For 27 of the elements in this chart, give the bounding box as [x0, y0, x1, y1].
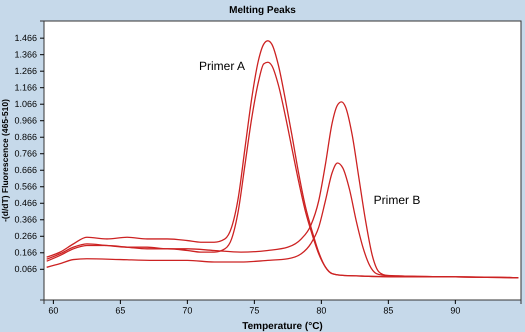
y-tick-label: 0.966 [14, 116, 37, 126]
x-axis-title: Temperature (°C) [242, 321, 323, 332]
x-tick-label: 70 [182, 305, 192, 316]
y-tick-label: 0.166 [14, 248, 37, 258]
y-tick-label: 1.266 [14, 66, 37, 76]
y-tick-label: 0.266 [14, 231, 37, 242]
y-tick-label: 1.166 [14, 82, 37, 93]
y-tick-label: 0.366 [14, 214, 37, 225]
y-tick-label: 0.666 [14, 165, 37, 176]
y-tick-label: 0.466 [14, 198, 37, 208]
y-tick-label: 1.066 [14, 99, 37, 110]
y-tick-label: 1.466 [14, 33, 37, 44]
x-tick-label: 75 [249, 305, 260, 316]
y-axis-title: -(d/dT) Fluorescence (465-510) [0, 98, 10, 222]
annotation: Primer A [198, 59, 246, 74]
x-tick-label: 85 [383, 305, 394, 316]
y-tick-label: 1.366 [14, 50, 37, 60]
x-tick-label: 60 [48, 305, 58, 316]
x-tick-label: 65 [115, 305, 126, 316]
y-tick-label: 0.566 [14, 182, 37, 192]
chart-title: Melting Peaks [229, 5, 296, 16]
y-tick-label: 0.766 [14, 148, 37, 159]
y-tick-label: 0.066 [14, 264, 37, 274]
annotation: Primer B [374, 193, 420, 208]
y-tick-label: 0.866 [14, 132, 37, 142]
x-tick-label: 80 [316, 305, 326, 316]
x-tick-label: 90 [450, 305, 460, 316]
